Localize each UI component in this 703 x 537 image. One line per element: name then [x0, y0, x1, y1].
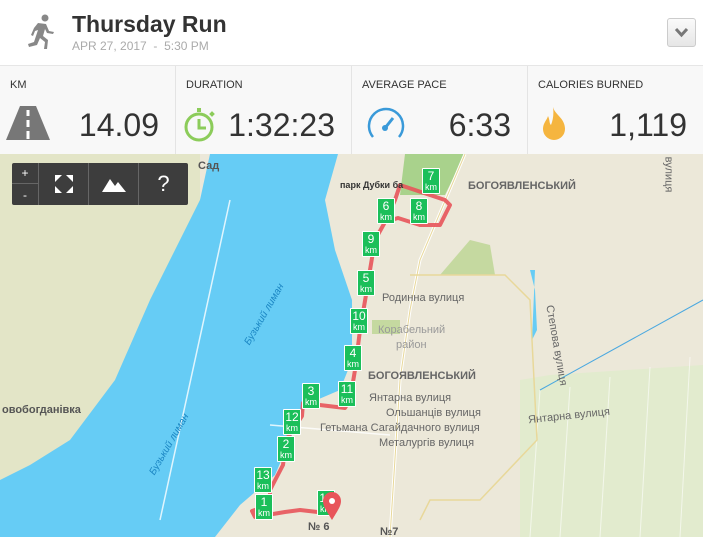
stat-label: AVERAGE PACE — [362, 79, 447, 91]
map-label: Сад — [198, 160, 220, 172]
activity-datetime: APR 27, 2017 - 5:30 PM — [72, 39, 209, 53]
fullscreen-button[interactable] — [39, 163, 89, 205]
map-controls: + - ? — [12, 163, 188, 205]
marker-number: 4 — [349, 346, 357, 360]
chevron-down-icon — [674, 27, 689, 38]
stat-value: 1,119 — [609, 107, 687, 143]
map-label: вулиця — [662, 156, 675, 193]
km-marker-7[interactable]: 7 km — [422, 168, 440, 194]
map-label: Металургів вулиця — [379, 437, 475, 449]
map-label: №7 — [380, 526, 399, 537]
options-dropdown-button[interactable] — [667, 18, 696, 47]
stat-label: CALORIES BURNED — [538, 79, 644, 91]
zoom-in-button[interactable]: + — [12, 163, 38, 184]
marker-unit: km — [360, 284, 372, 294]
stopwatch-icon — [184, 108, 215, 142]
marker-unit: km — [258, 508, 270, 518]
runner-icon — [28, 14, 54, 49]
marker-number: 5 — [362, 271, 370, 285]
date: APR 27, 2017 — [72, 39, 147, 53]
activity-title: Thursday Run — [72, 11, 227, 37]
marker-unit: km — [347, 359, 359, 369]
fields — [520, 365, 703, 537]
map-base — [0, 154, 703, 537]
marker-number: 2 — [282, 437, 290, 451]
stat-value: 14.09 — [78, 107, 159, 143]
km-marker-8[interactable]: 8 km — [410, 198, 428, 224]
map-label: парк Дубки ба — [340, 180, 404, 190]
map-label: район — [396, 339, 427, 351]
map-label: БОГОЯВЛЕНСЬКИЙ — [368, 370, 476, 382]
route-map[interactable]: Сад парк Дубки ба БОГОЯВЛЕНСЬКИЙ БОГОЯВЛ… — [0, 154, 703, 537]
stat-average-pace: AVERAGE PACE 6:33 — [352, 66, 528, 154]
marker-number: 7 — [427, 169, 435, 183]
km-marker-12[interactable]: 12 km — [283, 409, 301, 435]
marker-unit: km — [257, 481, 269, 491]
marker-number: 3 — [307, 384, 315, 398]
km-marker-11[interactable]: 11 km — [338, 381, 356, 407]
map-label: Корабельний — [378, 324, 446, 336]
stat-value: 6:33 — [448, 107, 511, 143]
marker-unit: km — [353, 322, 365, 332]
time: 5:30 PM — [164, 39, 209, 53]
map-label: Родинна вулиця — [382, 292, 465, 304]
stat-value: 1:32:23 — [228, 107, 335, 143]
marker-unit: km — [341, 395, 353, 405]
map-label: № 6 — [308, 521, 330, 533]
marker-number: 13 — [256, 468, 270, 482]
marker-number: 10 — [352, 309, 366, 323]
marker-unit: km — [380, 212, 392, 222]
activity-header: Thursday Run APR 27, 2017 - 5:30 PM — [0, 0, 703, 66]
map-label: БОГОЯВЛЕНСЬКИЙ — [468, 180, 576, 192]
marker-unit: km — [413, 212, 425, 222]
zoom-controls: + - — [12, 163, 39, 205]
marker-number: 9 — [367, 232, 375, 246]
flame-icon — [543, 107, 565, 140]
km-marker-13[interactable]: 13 km — [254, 467, 272, 493]
mountain-icon — [101, 179, 126, 192]
stats-bar: KM 14.09 DURATION 1:32:23 AVERAGE PACE 6… — [0, 66, 703, 154]
zoom-out-button[interactable]: - — [23, 187, 27, 202]
marker-unit: km — [280, 450, 292, 460]
marker-number: 12 — [285, 410, 299, 424]
km-marker-10[interactable]: 10 km — [350, 308, 368, 334]
road-icon — [6, 106, 50, 140]
marker-number: 8 — [415, 199, 423, 213]
terrain-button[interactable] — [89, 163, 139, 205]
stat-label: KM — [10, 79, 27, 91]
marker-number: 6 — [382, 199, 390, 213]
stat-calories: CALORIES BURNED 1,119 — [528, 66, 703, 154]
km-marker-1[interactable]: 1 km — [255, 494, 273, 520]
map-label: овобогданівка — [2, 404, 81, 416]
marker-number: 1 — [260, 495, 268, 509]
water-lyman — [0, 154, 352, 537]
map-label: Ольшанців вулиця — [386, 407, 481, 419]
marker-unit: km — [425, 182, 437, 192]
marker-unit: km — [305, 397, 317, 407]
km-marker-2[interactable]: 2 km — [277, 436, 295, 462]
km-marker-3[interactable]: 3 km — [302, 383, 320, 409]
speedometer-icon — [367, 107, 405, 138]
km-marker-5[interactable]: 5 km — [357, 270, 375, 296]
km-marker-4[interactable]: 4 km — [344, 345, 362, 371]
km-marker-9[interactable]: 9 km — [362, 231, 380, 257]
map-label: Янтарна вулиця — [369, 392, 452, 404]
end-pin-icon[interactable] — [322, 492, 342, 520]
separator: - — [153, 39, 158, 53]
km-marker-6[interactable]: 6 km — [377, 198, 395, 224]
stat-distance: KM 14.09 — [0, 66, 176, 154]
stat-label: DURATION — [186, 79, 243, 91]
marker-number: 11 — [340, 382, 354, 396]
stat-duration: DURATION 1:32:23 — [176, 66, 352, 154]
map-label: Гетьмана Сагайдачного вулиця — [320, 422, 480, 434]
marker-unit: km — [365, 245, 377, 255]
marker-unit: km — [286, 423, 298, 433]
help-button[interactable]: ? — [157, 171, 170, 196]
fullscreen-icon — [54, 175, 73, 193]
